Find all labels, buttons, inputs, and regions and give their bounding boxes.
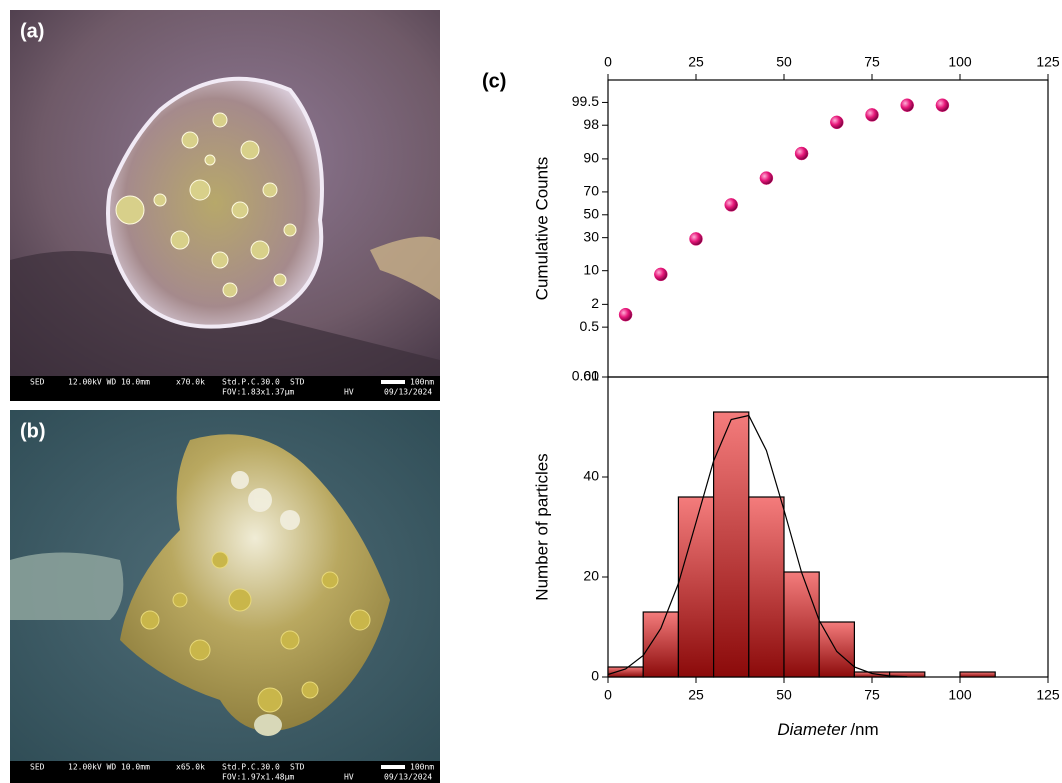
sem-magnification: x65.0k (176, 763, 205, 772)
x-tick-label: 100 (948, 687, 972, 703)
x-tick-label: 0 (604, 54, 612, 70)
histogram-bar (959, 671, 996, 678)
sem-pc: Std.P.C.30.0 (222, 763, 280, 772)
histogram-bar (642, 611, 680, 678)
y-tick-label: 0 (591, 668, 599, 684)
y-tick-label: 99.5 (572, 93, 599, 109)
x-tick-label: 75 (864, 54, 880, 70)
panel-label: (a) (20, 20, 44, 42)
sem-detector: SED (30, 763, 45, 772)
x-tick-label: 0 (604, 687, 612, 703)
fit-curve (607, 414, 908, 678)
y-axis-label: Cumulative Counts (532, 157, 551, 301)
sem-scale: 100nm (410, 378, 434, 387)
x-tick-label: 125 (1036, 687, 1060, 703)
sem-vacuum: HV (344, 773, 354, 782)
histogram-bar (748, 496, 785, 678)
y-tick-label: 98 (583, 116, 599, 132)
y-tick-label: 2 (591, 295, 599, 311)
x-tick-label: 25 (688, 687, 704, 703)
data-point (618, 307, 633, 322)
y-tick-label: 50 (583, 205, 599, 221)
sem-detector: SED (30, 378, 45, 387)
data-point (654, 267, 668, 282)
x-tick-label: 25 (688, 54, 704, 70)
x-tick-label: 50 (776, 687, 792, 703)
sem-image-b (10, 410, 440, 783)
y-tick-label: 30 (583, 228, 599, 244)
y-tick-label: 20 (583, 568, 599, 584)
sem-magnification: x70.0k (176, 378, 205, 387)
y-tick-label: 60 (583, 368, 599, 384)
data-point (724, 198, 738, 212)
x-tick-label: 100 (948, 54, 972, 70)
plot-frame (607, 79, 1049, 378)
data-point (830, 115, 844, 130)
x-tick-label: 75 (864, 687, 880, 703)
scale-bar (381, 380, 405, 384)
y-axis-label: Number of particles (532, 453, 551, 600)
panel-label: (b) (20, 420, 46, 442)
y-tick-label: 40 (583, 468, 599, 484)
sem-date: 09/13/2024 (384, 388, 432, 397)
x-tick-label: 125 (1036, 54, 1060, 70)
sem-image-a (10, 10, 440, 401)
sem-mode: STD (290, 378, 305, 387)
sem-date: 09/13/2024 (384, 773, 432, 782)
y-tick-label: 0.01 (572, 368, 599, 384)
x-axis-label-name: Diameter (777, 720, 847, 739)
sem-mode: STD (290, 763, 305, 772)
sem-pc: Std.P.C.30.0 (222, 378, 280, 387)
x-tick-label: 50 (776, 54, 792, 70)
data-point (794, 146, 809, 161)
sem-scale: 100nm (410, 763, 434, 772)
histogram-bar (888, 671, 926, 678)
data-point (900, 98, 914, 112)
histogram-bar (712, 411, 750, 678)
y-tick-label: 70 (583, 183, 599, 199)
histogram-bar (783, 571, 820, 678)
data-point (759, 171, 774, 185)
histogram-bar (853, 671, 891, 678)
panel-label: (c) (482, 70, 506, 92)
scale-bar (381, 765, 405, 769)
sem-vacuum: HV (344, 388, 354, 397)
sem-fov: FOV:1.97x1.48µm (222, 773, 294, 782)
sem-settings: 12.00kV WD 10.0mm (68, 763, 150, 772)
x-axis-label-unit: /nm (850, 720, 878, 739)
data-point (865, 108, 879, 122)
sem-settings: 12.00kV WD 10.0mm (68, 378, 150, 387)
y-tick-label: 0.5 (580, 318, 600, 334)
data-point (935, 98, 950, 112)
sem-fov: FOV:1.83x1.37µm (222, 388, 294, 397)
x-axis-label: Diameter/nm (777, 720, 878, 739)
data-point (689, 232, 703, 246)
y-tick-label: 90 (583, 150, 599, 166)
y-tick-label: 10 (583, 261, 599, 277)
